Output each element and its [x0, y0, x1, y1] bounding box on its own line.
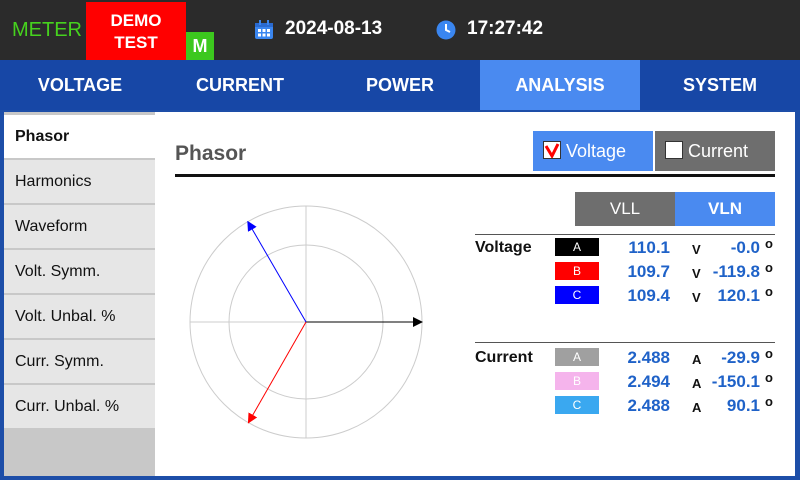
voltage-section-label: Voltage	[475, 239, 532, 256]
date-display: 2024-08-13	[285, 18, 383, 39]
current-phase-a-angle: -29.9	[721, 348, 760, 367]
voltage-section-divider	[475, 234, 775, 235]
phasor-vector-b	[247, 321, 307, 424]
current-phase-c-degree: o	[765, 394, 773, 409]
time-display: 17:27:42	[467, 18, 544, 39]
voltage-phase-c-degree: o	[765, 284, 773, 299]
voltage-phase-c-unit: V	[692, 290, 701, 305]
voltage-phase-a-chip: A	[555, 238, 599, 256]
demo-test-badge: DEMO TEST	[86, 2, 186, 60]
tab-voltage[interactable]: VOLTAGE	[37, 75, 123, 95]
tab-system[interactable]: SYSTEM	[682, 75, 757, 95]
calendar-icon	[255, 20, 273, 39]
current-phase-b-chip: B	[555, 372, 599, 390]
meter-label: METER	[12, 19, 82, 41]
current-phase-a-unit: A	[692, 352, 702, 367]
voltage-phase-a-degree: o	[765, 236, 773, 251]
current-phase-c-chip: C	[555, 396, 599, 414]
voltage-phase-b-degree: o	[765, 260, 773, 275]
sidebar-item-curr-symm[interactable]: Curr. Symm.	[4, 340, 155, 384]
current-toggle[interactable]: Current	[655, 131, 775, 171]
current-phase-b-degree: o	[765, 370, 773, 385]
current-section-divider	[475, 342, 775, 343]
vln-button[interactable]: VLN	[675, 192, 775, 226]
clock-icon	[436, 20, 456, 40]
tab-power[interactable]: POWER	[365, 75, 434, 95]
sidebar-item-waveform[interactable]: Waveform	[4, 205, 155, 249]
analysis-sidebar: Phasor Harmonics Waveform Volt. Symm. Vo…	[4, 112, 155, 476]
current-section-label: Current	[475, 349, 533, 366]
panel-title: Phasor	[175, 142, 247, 165]
current-phase-c-unit: A	[692, 400, 702, 415]
current-phase-a-chip: A	[555, 348, 599, 366]
sidebar-item-volt-unbal[interactable]: Volt. Unbal. %	[4, 295, 155, 339]
sidebar-item-harmonics[interactable]: Harmonics	[4, 160, 155, 204]
sidebar-item-curr-unbal[interactable]: Curr. Unbal. %	[4, 385, 155, 429]
voltage-phase-a-magnitude: 110.1	[628, 238, 670, 257]
voltage-phase-b-unit: V	[692, 266, 701, 281]
voltage-toggle[interactable]: Voltage	[533, 131, 653, 171]
current-phase-b-angle: -150.1	[711, 372, 760, 391]
current-checkbox[interactable]	[665, 141, 683, 159]
current-phase-b-magnitude: 2.494	[627, 372, 670, 391]
vll-button[interactable]: VLL	[575, 192, 675, 226]
voltage-phase-a-unit: V	[692, 242, 701, 257]
voltage-phase-b-angle: -119.8	[712, 262, 760, 281]
voltage-phase-a-angle: -0.0	[730, 238, 760, 257]
voltage-toggle-label: Voltage	[566, 141, 627, 161]
sidebar-item-phasor[interactable]: Phasor	[4, 115, 155, 159]
check-mark-icon	[544, 143, 560, 160]
mode-badge: M	[186, 32, 214, 60]
main-tab-bar: VOLTAGE CURRENT POWER ANALYSIS SYSTEM	[0, 60, 800, 110]
title-divider	[175, 174, 775, 177]
current-phase-c-magnitude: 2.488	[627, 396, 670, 415]
tab-current[interactable]: CURRENT	[196, 75, 284, 95]
demo-badge-line-1: DEMO	[110, 11, 162, 30]
current-phase-a-magnitude: 2.488	[627, 348, 670, 367]
tab-analysis[interactable]: ANALYSIS	[480, 60, 640, 110]
current-phase-b-unit: A	[692, 376, 702, 391]
top-status-bar: METER DEMO TEST M 2024-08-13 17:27:42	[0, 0, 800, 60]
voltage-phase-b-magnitude: 109.7	[627, 262, 670, 281]
voltage-checkbox[interactable]	[543, 141, 561, 160]
current-toggle-label: Current	[688, 141, 749, 161]
voltage-phase-c-chip: C	[555, 286, 599, 304]
phasor-diagram	[189, 205, 423, 439]
phasor-vector-c	[247, 220, 307, 323]
content-area: Phasor Harmonics Waveform Volt. Symm. Vo…	[4, 112, 795, 476]
current-phase-a-degree: o	[765, 346, 773, 361]
sidebar-item-volt-symm[interactable]: Volt. Symm.	[4, 250, 155, 294]
voltage-phase-b-chip: B	[555, 262, 599, 280]
demo-badge-line-2: TEST	[114, 33, 158, 52]
voltage-phase-c-magnitude: 109.4	[627, 286, 670, 305]
voltage-phase-c-angle: 120.1	[717, 286, 760, 305]
current-phase-c-angle: 90.1	[726, 396, 760, 415]
